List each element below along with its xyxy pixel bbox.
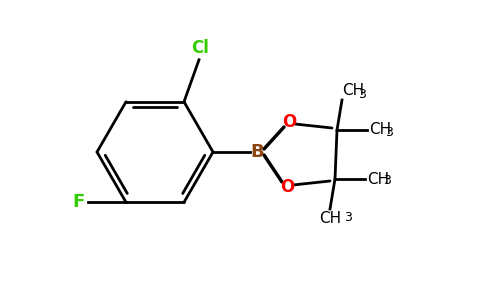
Text: 3: 3 [385, 125, 393, 139]
Text: CH: CH [369, 122, 391, 137]
Text: O: O [282, 113, 296, 131]
Text: Cl: Cl [191, 39, 209, 57]
Text: CH: CH [319, 211, 341, 226]
Text: CH: CH [342, 83, 364, 98]
Text: 3: 3 [344, 211, 352, 224]
Text: 3: 3 [383, 175, 391, 188]
Text: F: F [73, 193, 85, 211]
Text: O: O [280, 178, 294, 196]
Text: 3: 3 [358, 88, 366, 101]
Text: B: B [250, 143, 264, 161]
Text: CH: CH [367, 172, 389, 187]
